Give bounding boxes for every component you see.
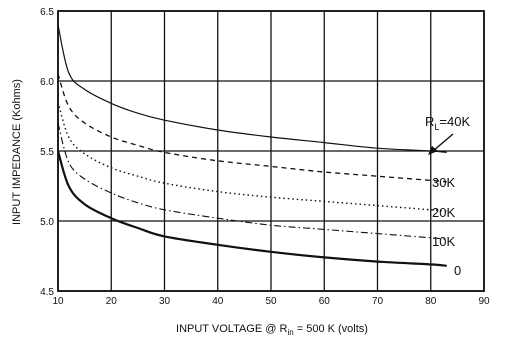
- series-line-10k: [57, 122, 447, 240]
- rl-40k-label-tail: =40K: [439, 114, 470, 129]
- grid: [57, 10, 485, 292]
- curve-label-20k: 20K: [432, 205, 455, 220]
- series-line-30k: [57, 73, 447, 183]
- y-tick-label: 5.0: [40, 217, 54, 228]
- x-tick-label: 50: [265, 296, 277, 307]
- y-tick-label: 5.5: [40, 147, 54, 158]
- x-tick-label: 70: [372, 296, 384, 307]
- curve-label-30k: 30K: [432, 175, 455, 190]
- x-tick-label: 60: [319, 296, 331, 307]
- x-tick-label: 90: [478, 296, 490, 307]
- y-tick-label: 6.5: [40, 7, 54, 18]
- x-axis-title-sub: in: [287, 328, 293, 337]
- x-axis-title-main: INPUT VOLTAGE @ R: [176, 323, 287, 335]
- rl-40k-label: RL=40K: [425, 114, 470, 132]
- y-tick-label: 4.5: [40, 287, 54, 298]
- y-tick-label: 6.0: [40, 77, 54, 88]
- rl-40k-label-sub: L: [434, 122, 439, 132]
- x-tick-label: 40: [212, 296, 224, 307]
- x-tick-label: 30: [159, 296, 171, 307]
- rl-40k-arrow: [432, 133, 454, 152]
- rl-40k-label-main: R: [425, 114, 434, 129]
- curve-labels: RL=40K 30K 20K 10K 0: [425, 114, 470, 278]
- x-tick-label: 20: [106, 296, 118, 307]
- series-lines: [56, 24, 447, 267]
- rl-40k-arrowhead: [428, 146, 438, 155]
- x-tick-labels: 10 20 30 40 50 60 70 80 90: [52, 296, 490, 307]
- series-line-0: [56, 150, 447, 267]
- series-line-20k: [57, 101, 447, 212]
- curve-label-0: 0: [454, 263, 461, 278]
- x-tick-label: 10: [52, 296, 64, 307]
- series-line-rl-40k: [57, 24, 447, 153]
- y-axis-title: INPUT IMPEDANCE (Kohms): [11, 79, 23, 225]
- x-tick-label: 80: [425, 296, 437, 307]
- x-axis-title: INPUT VOLTAGE @ Rin = 500 K (volts): [176, 323, 368, 337]
- y-tick-labels: 4.5 5.0 5.5 6.0 6.5: [40, 7, 54, 298]
- x-axis-title-tail: = 500 K (volts): [294, 323, 368, 335]
- curve-label-10k: 10K: [432, 234, 455, 249]
